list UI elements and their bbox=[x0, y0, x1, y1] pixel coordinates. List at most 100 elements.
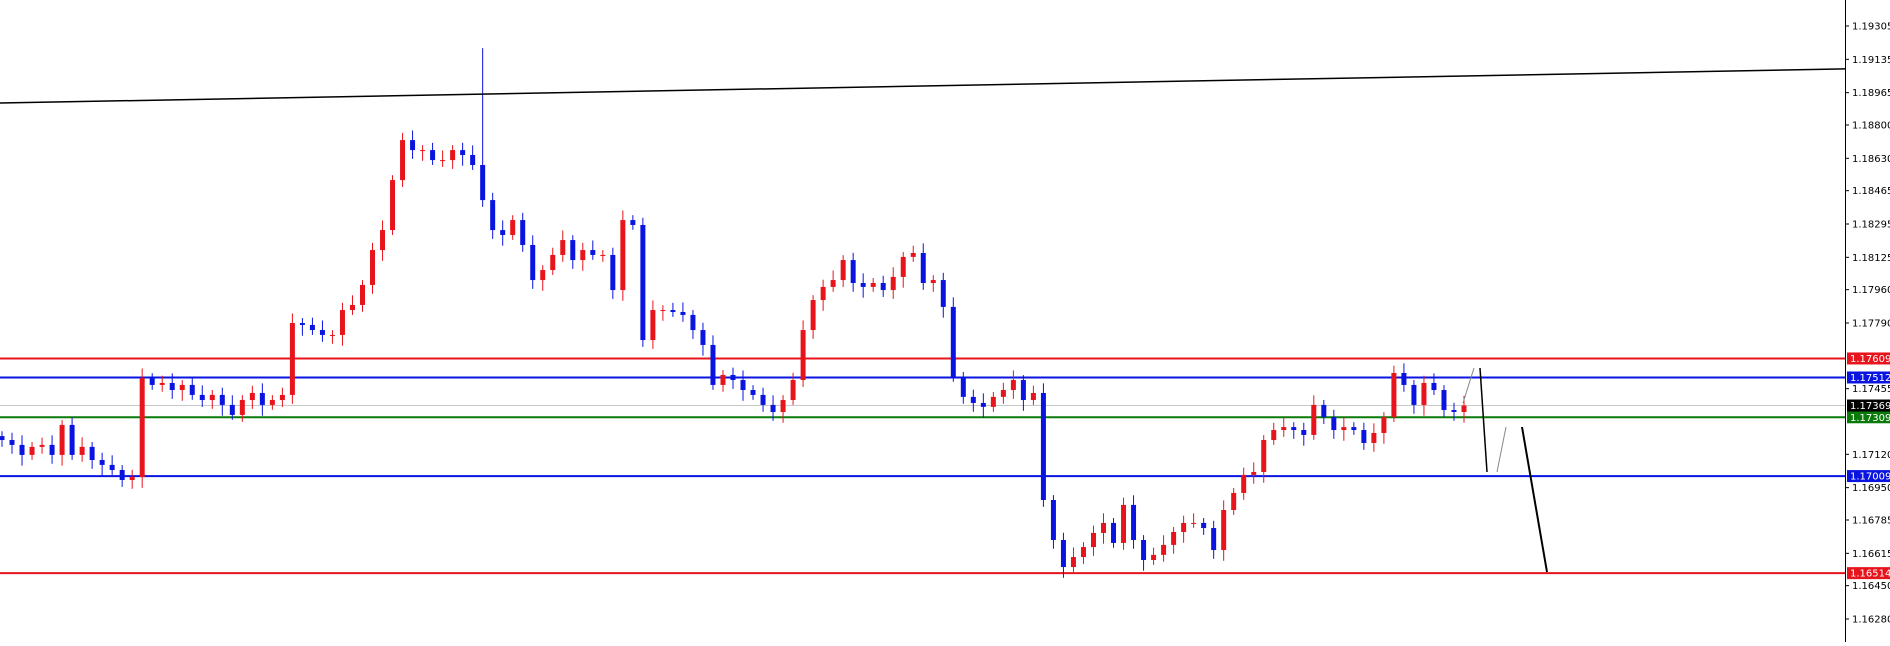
candle-bear bbox=[229, 404, 235, 415]
candle-bear bbox=[309, 324, 315, 331]
price-tag-label: 1.16514 bbox=[1850, 569, 1890, 580]
candle-bear bbox=[430, 150, 436, 161]
projection-path bbox=[1462, 367, 1548, 573]
candle-bear bbox=[19, 444, 25, 455]
candle-bull bbox=[830, 280, 836, 287]
candle-bear bbox=[0, 436, 5, 441]
candle-bear bbox=[610, 254, 616, 291]
candle-bull bbox=[29, 446, 35, 455]
candle-bear bbox=[760, 394, 766, 405]
candle-bear bbox=[710, 344, 716, 385]
candle-bull bbox=[600, 254, 606, 256]
candle-bull bbox=[1191, 522, 1197, 524]
candle-bull bbox=[560, 240, 566, 255]
candle-bull bbox=[359, 284, 365, 305]
candle-bear bbox=[860, 282, 866, 287]
candle-bull bbox=[910, 253, 916, 257]
candle-bull bbox=[39, 444, 45, 447]
candle-bull bbox=[990, 396, 996, 407]
price-tag bbox=[1847, 470, 1890, 483]
tick-label: 1.18295 bbox=[1852, 219, 1890, 230]
candle-bull bbox=[780, 400, 786, 412]
candle-bull bbox=[1151, 554, 1157, 560]
candle-bull bbox=[550, 254, 556, 271]
price-axis-background bbox=[1846, 0, 1890, 642]
candle-bull bbox=[1461, 405, 1467, 412]
candle-bull bbox=[1010, 380, 1016, 391]
candle-bull bbox=[580, 250, 586, 261]
candle-bull bbox=[1311, 404, 1317, 435]
candle-bull bbox=[1121, 504, 1127, 543]
candle-bear bbox=[490, 200, 496, 231]
candle-bull bbox=[1371, 432, 1377, 443]
candle-bear bbox=[470, 154, 476, 165]
candle-bear bbox=[980, 402, 986, 407]
tick-label: 1.19135 bbox=[1852, 55, 1890, 66]
candle-bull bbox=[79, 446, 85, 455]
candle-bull bbox=[329, 334, 335, 336]
price-tags: 1.17609 1.17512 1.17309 1.17009 1.16514 1.173… bbox=[1847, 352, 1890, 580]
tick-label: 1.16785 bbox=[1852, 515, 1890, 526]
candle-bear bbox=[199, 394, 205, 401]
candle-bear bbox=[1020, 380, 1026, 401]
candle-bear bbox=[1050, 500, 1056, 540]
candle-bull bbox=[890, 276, 896, 291]
candle-bull bbox=[820, 286, 826, 301]
candle-bear bbox=[1040, 392, 1046, 501]
candle-bear bbox=[189, 384, 195, 395]
candle-bear bbox=[1291, 427, 1297, 431]
candle-bull bbox=[540, 270, 546, 281]
trendline bbox=[0, 68, 1846, 104]
candle-bear bbox=[1441, 390, 1447, 411]
price-tag-label: 1.17309 bbox=[1850, 413, 1890, 424]
price-tag-label: 1.17369 bbox=[1850, 401, 1890, 412]
candles bbox=[0, 48, 1467, 578]
tick-label: 1.18630 bbox=[1852, 154, 1890, 165]
tick-label: 1.16615 bbox=[1852, 549, 1890, 560]
candle-bull bbox=[400, 140, 406, 181]
candle-bull bbox=[1281, 427, 1287, 431]
candle-bear bbox=[1201, 522, 1207, 529]
candle-bull bbox=[390, 180, 396, 231]
candle-bear bbox=[1141, 539, 1147, 560]
candle-bull bbox=[59, 424, 65, 455]
candle-bull bbox=[1161, 544, 1167, 555]
candle-bear bbox=[1111, 522, 1117, 543]
candle-bull bbox=[1030, 392, 1036, 401]
candle-bear bbox=[460, 150, 466, 155]
price-tag-label: 1.17512 bbox=[1850, 373, 1890, 384]
price-tag-label: 1.17609 bbox=[1850, 354, 1890, 365]
candle-bull bbox=[380, 230, 386, 251]
candle-bull bbox=[450, 150, 456, 161]
candle-bear bbox=[940, 280, 946, 307]
tick-label: 1.17120 bbox=[1852, 450, 1890, 461]
tick-label: 1.17790 bbox=[1852, 318, 1890, 329]
candle-bear bbox=[520, 220, 526, 245]
candle-bear bbox=[1321, 404, 1327, 418]
candle-bull bbox=[1000, 390, 1006, 397]
candle-bull bbox=[269, 400, 275, 405]
candle-bull bbox=[660, 310, 666, 312]
candle-bear bbox=[480, 164, 486, 201]
candle-bull bbox=[900, 256, 906, 277]
candle-bear bbox=[590, 250, 596, 255]
candle-bull bbox=[1080, 547, 1086, 558]
projection-up-1 bbox=[1462, 367, 1475, 404]
candle-bear bbox=[680, 312, 686, 315]
candle-bear bbox=[960, 376, 966, 397]
candle-bear bbox=[49, 444, 55, 455]
candle-bull bbox=[1221, 509, 1227, 550]
candle-bear bbox=[109, 464, 115, 471]
candle-bull bbox=[179, 384, 185, 391]
tick-label: 1.16450 bbox=[1852, 581, 1890, 592]
tick-label: 1.19305 bbox=[1852, 22, 1890, 33]
candle-bull bbox=[420, 150, 426, 152]
candle-bear bbox=[1451, 410, 1457, 412]
candle-bull bbox=[870, 282, 876, 287]
candle-bull bbox=[790, 380, 796, 401]
candle-bear bbox=[169, 382, 175, 391]
candle-bull bbox=[620, 220, 626, 291]
candle-bull bbox=[810, 300, 816, 331]
candle-bull bbox=[1181, 522, 1187, 532]
